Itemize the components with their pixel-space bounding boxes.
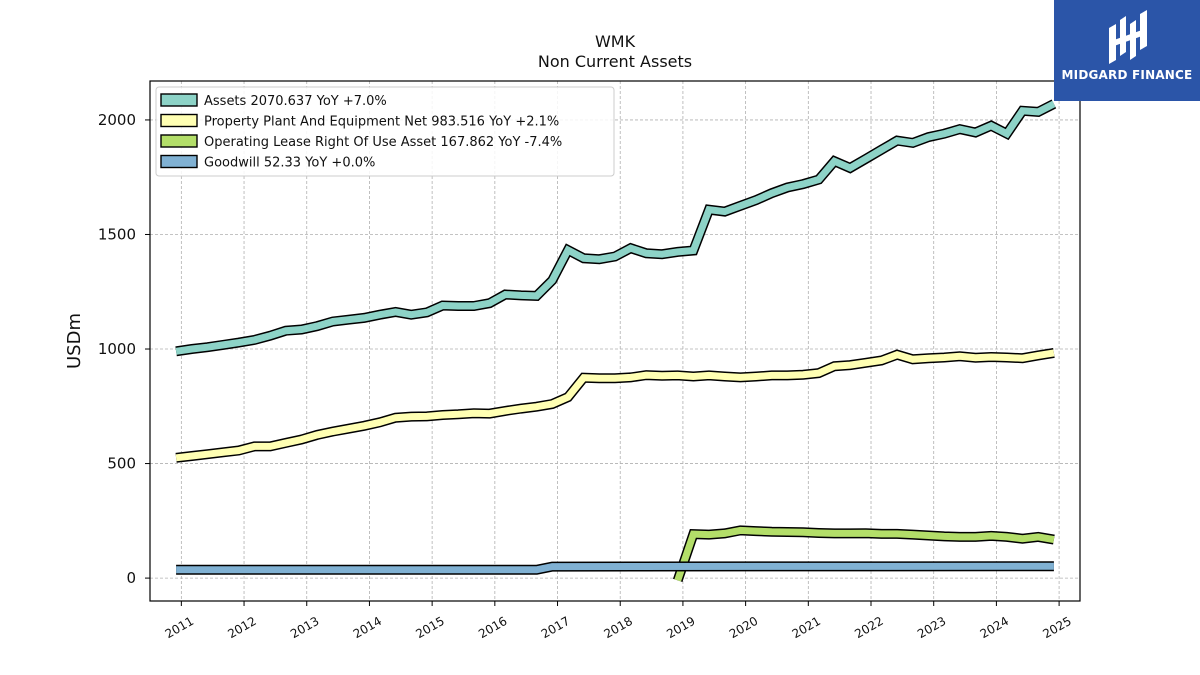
x-tick-label: 2012: [225, 614, 258, 641]
legend-swatch: [160, 93, 198, 107]
chart-subtitle: Non Current Assets: [537, 52, 693, 71]
brand-logo: MIDGARD FINANCE: [1054, 0, 1200, 101]
x-tick-label: 2023: [915, 614, 948, 641]
x-tick-label: 2013: [288, 614, 321, 641]
x-tick-label: 2011: [163, 614, 196, 641]
y-tick-label: 1000: [98, 340, 136, 358]
series-line: [674, 526, 1055, 582]
series-operating-lease-right-of-use-asset: [672, 525, 1055, 583]
series-line: [176, 562, 1054, 574]
series-property-plant-and-equipment-net: [175, 347, 1055, 463]
x-tick-label: 2018: [601, 614, 634, 641]
x-tick-label: 2025: [1040, 614, 1073, 641]
x-tick-label: 2016: [476, 614, 509, 641]
series-goodwill: [176, 561, 1054, 575]
y-tick-label: 0: [126, 569, 136, 587]
x-tick-label: 2024: [978, 614, 1011, 641]
series-line: [175, 349, 1055, 462]
legend-swatch: [160, 154, 198, 169]
brand-mark-icon: [1109, 10, 1147, 64]
legend-box: [155, 86, 615, 177]
x-tick-label: 2020: [727, 614, 760, 641]
legend-label: Operating Lease Right Of Use Asset 167.8…: [204, 135, 562, 150]
legend-swatch: [160, 113, 198, 128]
legend: Assets 2070.637 YoY +7.0% Property Plant …: [155, 86, 615, 177]
y-tick-label: 2000: [98, 111, 136, 129]
y-axis-label: USDm: [64, 313, 85, 369]
plot-frame: [149, 80, 1081, 602]
x-tick-label: 2014: [351, 614, 384, 641]
series-assets: [175, 99, 1057, 357]
series-outline: [175, 347, 1055, 463]
series-line: [175, 100, 1056, 355]
brand-name: MIDGARD FINANCE: [1061, 68, 1193, 82]
x-tick-label: 2021: [790, 614, 823, 641]
chart-title: WMK: [594, 32, 636, 51]
x-tick-label: 2015: [413, 614, 446, 641]
x-tick-label: 2017: [539, 614, 572, 641]
y-tick-label: 500: [107, 455, 136, 473]
legend-swatch: [160, 134, 198, 148]
x-tick-label: 2019: [664, 614, 697, 641]
legend-label: Property Plant And Equipment Net 983.516…: [204, 115, 559, 130]
legend-label: Assets 2070.637 YoY +7.0%: [204, 94, 387, 109]
y-tick-label: 1500: [98, 225, 136, 243]
series-group: [175, 99, 1057, 583]
legend-label: Goodwill 52.33 YoY +0.0%: [204, 156, 375, 171]
x-tick-label: 2022: [852, 614, 885, 641]
